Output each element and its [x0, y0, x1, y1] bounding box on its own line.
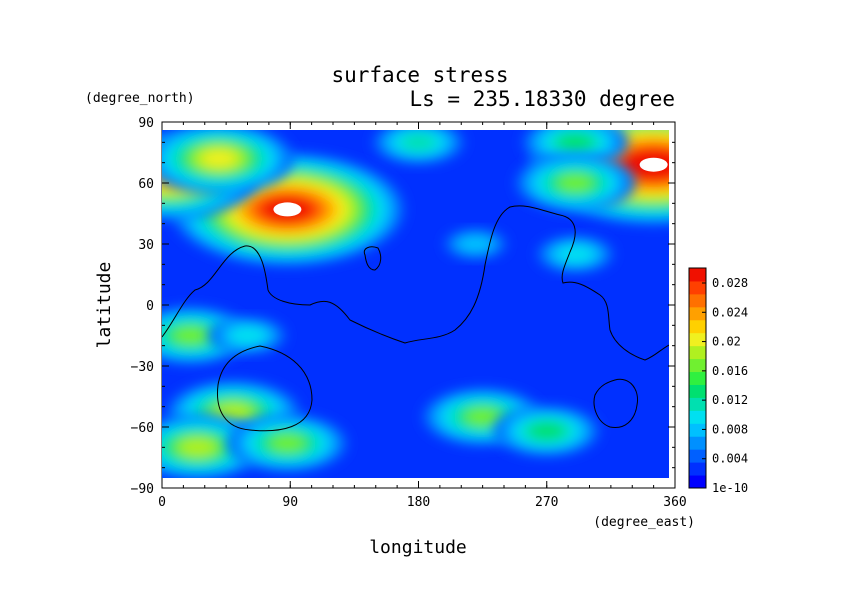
colorbar-label: 0.02: [712, 335, 741, 349]
stress-peak-saturated: [273, 202, 302, 217]
y-axis-label: latitude: [94, 262, 115, 349]
colorbar-swatch: [689, 475, 706, 489]
stress-feature: [536, 235, 615, 273]
colorbar-swatch: [689, 345, 706, 360]
stress-contour: [180, 438, 215, 456]
chart-title: surface stress: [331, 63, 508, 87]
colorbar-swatch: [689, 423, 706, 437]
stress-feature: [162, 130, 294, 195]
stress-feature: [227, 414, 348, 473]
x-units-label: (degree_east): [593, 515, 695, 530]
stress-contour: [270, 434, 305, 452]
colorbar-swatch: [689, 280, 706, 295]
stress-contour: [465, 408, 500, 426]
colorbar-swatch: [689, 268, 706, 282]
colorbar-swatch: [689, 384, 706, 398]
stress-contour: [458, 235, 493, 253]
stress-peak-saturated: [639, 157, 668, 172]
contour-line-north: [162, 205, 669, 361]
stress-feature: [515, 153, 636, 213]
colorbar-label: 1e-10: [712, 481, 748, 495]
y-tick-label: 30: [138, 238, 154, 253]
stress-contour: [401, 133, 436, 151]
colorbar-swatch: [689, 462, 706, 476]
colorbar-swatch: [689, 319, 706, 334]
colorbar: 0.028 0.024 0.02 0.016 0.012 0.008 0.004 1e-10: [688, 267, 748, 495]
stress-contour: [173, 327, 208, 344]
contour-line-upper: [363, 246, 382, 271]
stress-contour: [557, 133, 593, 151]
contour-line-south-west: [216, 345, 313, 432]
stress-contour: [201, 150, 237, 168]
colorbar-label: 0.024: [712, 305, 748, 319]
chart-subtitle: Ls = 235.18330 degree: [409, 87, 675, 111]
stress-feature: [162, 414, 265, 478]
colorbar-swatch: [689, 358, 706, 373]
x-tick-label: 360: [663, 495, 686, 510]
colorbar-label: 0.012: [712, 393, 748, 407]
stress-feature: [443, 228, 508, 260]
contour-line-south-east: [593, 378, 639, 429]
stress-feature: [493, 405, 600, 457]
colorbar-swatch: [689, 293, 706, 308]
y-tick-label: −30: [131, 360, 154, 375]
stress-feature: [372, 130, 465, 165]
colorbar-swatch: [689, 306, 706, 321]
y-tick-label: −90: [131, 482, 154, 497]
colorbar-swatch: [689, 410, 706, 424]
colorbar-swatch: [689, 449, 706, 463]
colorbar-swatch: [689, 371, 706, 385]
y-tick-label: 60: [138, 177, 154, 192]
colorbar-label: 0.008: [712, 422, 748, 436]
y-units-label: (degree_north): [85, 91, 195, 106]
stress-contour: [230, 327, 265, 344]
stress-contour: [557, 245, 593, 263]
stress-contour: [529, 422, 565, 440]
colorbar-swatch: [689, 332, 706, 347]
x-axis: 0 90 180 270 360: [158, 122, 687, 510]
y-tick-label: 0: [146, 299, 154, 314]
x-axis-label: longitude: [369, 537, 467, 558]
stress-feature: [208, 316, 287, 355]
x-tick-label: 180: [407, 495, 430, 510]
colorbar-label: 0.016: [712, 364, 748, 378]
x-tick-label: 270: [535, 495, 558, 510]
colorbar-label: 0.028: [712, 276, 748, 290]
stress-contour: [557, 174, 593, 192]
colorbar-swatch: [689, 436, 706, 450]
y-axis: 90 60 30 0 −30 −60 −90: [131, 116, 675, 497]
x-tick-label: 90: [282, 495, 298, 510]
y-tick-label: −60: [131, 421, 154, 436]
colorbar-swatch: [689, 397, 706, 411]
stress-field: [162, 130, 669, 478]
colorbar-frame: [688, 267, 707, 489]
colorbar-label: 0.004: [712, 452, 748, 466]
y-tick-label: 90: [138, 116, 154, 131]
topography-contours: [162, 205, 669, 432]
x-tick-label: 0: [158, 495, 166, 510]
